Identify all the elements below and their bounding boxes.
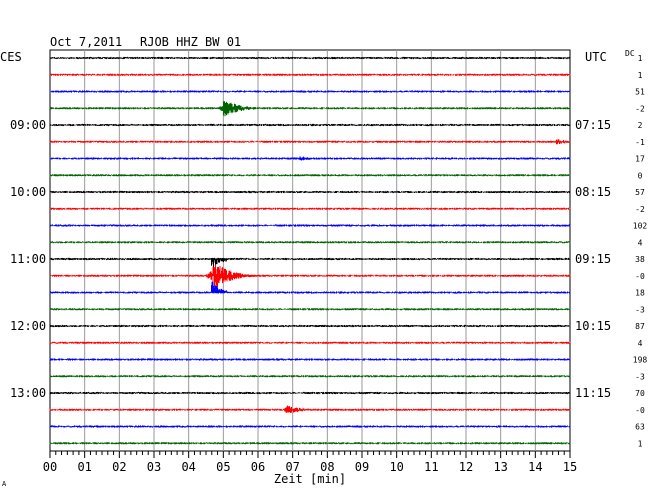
seismic-trace <box>49 174 571 177</box>
dc-offset-value: 2 <box>638 121 643 130</box>
seismic-trace <box>49 101 571 117</box>
x-tick-label: 09 <box>355 460 369 474</box>
seismic-trace <box>49 405 571 413</box>
left-time-label: 09:00 <box>10 118 46 132</box>
x-tick-label: 03 <box>147 460 161 474</box>
dc-offset-value: 0 <box>638 171 643 180</box>
x-tick-label: 05 <box>216 460 230 474</box>
dc-offset-value: -2 <box>635 205 645 214</box>
seismic-trace <box>49 257 571 268</box>
seismic-trace <box>49 375 571 378</box>
seismic-trace <box>49 442 571 445</box>
x-axis: 00 01 02 03 04 05 06 07 08 09 10 11 12 13 14 15 <box>43 451 577 474</box>
left-time-label: 13:00 <box>10 386 46 400</box>
x-tick-label: 12 <box>459 460 473 474</box>
dc-offset-value: 4 <box>638 339 643 348</box>
seismic-trace <box>49 264 571 289</box>
header-station: RJOB HHZ BW 01 <box>140 35 241 49</box>
dc-offset-value: 87 <box>635 322 645 331</box>
dc-offset-value: 38 <box>635 255 645 264</box>
dc-offset-value: 198 <box>633 356 648 365</box>
x-tick-label: 15 <box>563 460 577 474</box>
seismic-trace <box>49 308 571 311</box>
x-tick-label: 02 <box>112 460 126 474</box>
seismic-trace <box>49 241 571 244</box>
x-tick-label: 10 <box>389 460 403 474</box>
seismic-trace <box>49 207 571 210</box>
minute-grid <box>49 49 571 452</box>
dc-offset-value: 1 <box>638 439 643 448</box>
dc-offset-value: 51 <box>635 88 645 97</box>
seismic-trace <box>49 139 571 145</box>
seismic-trace <box>49 425 571 428</box>
dc-offset-value: 102 <box>633 222 648 231</box>
seismic-trace <box>49 190 571 194</box>
dc-offset-value: 1 <box>638 71 643 80</box>
right-time-labels: 07:15 08:15 09:15 10:15 11:15 <box>575 118 611 400</box>
right-time-label: 11:15 <box>575 386 611 400</box>
seismic-traces <box>49 56 571 445</box>
x-tick-label: 11 <box>424 460 438 474</box>
left-timezone-label: CES <box>0 50 22 64</box>
header-date: Oct 7,2011 <box>50 35 122 49</box>
seismic-trace <box>49 123 571 127</box>
x-tick-label: 14 <box>528 460 542 474</box>
right-time-label: 09:15 <box>575 252 611 266</box>
seismic-trace <box>49 358 571 361</box>
dc-offset-value: 70 <box>635 389 645 398</box>
x-tick-label: 13 <box>493 460 507 474</box>
dc-offset-value: -1 <box>635 138 645 147</box>
seismic-trace <box>49 324 571 328</box>
dc-offset-value: 57 <box>635 188 645 197</box>
left-time-labels: 09:00 10:00 11:00 12:00 13:00 <box>10 118 46 400</box>
x-tick-label: 04 <box>181 460 195 474</box>
right-time-label: 07:15 <box>575 118 611 132</box>
seismic-trace <box>49 73 571 76</box>
seismic-trace <box>49 391 571 395</box>
dc-offset-value: -0 <box>635 406 645 415</box>
seismic-trace <box>49 156 571 161</box>
x-tick-label: 07 <box>285 460 299 474</box>
dc-offset-column: 1 1 51 -2 2 -1 17 0 57 -2 102 4 38 -0 18 -3 87 4 198 -3 70 -0… <box>633 54 648 448</box>
seismic-trace <box>49 281 571 294</box>
left-time-label: 12:00 <box>10 319 46 333</box>
dc-offset-value: -3 <box>635 305 645 314</box>
dc-offset-value: 17 <box>635 155 645 164</box>
right-timezone-label: UTC <box>585 50 607 64</box>
dc-offset-value: -0 <box>635 272 645 281</box>
seismic-trace <box>49 56 571 60</box>
x-tick-label: 00 <box>43 460 57 474</box>
seismic-trace <box>49 90 571 93</box>
seismic-trace <box>49 341 571 344</box>
footnote-mark: A <box>2 480 7 488</box>
dc-offset-value: 1 <box>638 54 643 63</box>
dc-label: DC <box>625 49 635 58</box>
x-tick-label: 08 <box>320 460 334 474</box>
dc-offset-value: -2 <box>635 104 645 113</box>
x-tick-label: 01 <box>77 460 91 474</box>
dc-offset-value: 18 <box>635 289 645 298</box>
x-tick-label: 06 <box>251 460 265 474</box>
x-axis-label: Zeit [min] <box>274 472 346 486</box>
right-time-label: 08:15 <box>575 185 611 199</box>
left-time-label: 11:00 <box>10 252 46 266</box>
plot-frame <box>49 49 571 452</box>
dc-offset-value: -3 <box>635 372 645 381</box>
seismic-trace <box>49 224 571 227</box>
dc-offset-value: 63 <box>635 423 645 432</box>
right-time-label: 10:15 <box>575 319 611 333</box>
left-time-label: 10:00 <box>10 185 46 199</box>
dc-offset-value: 4 <box>638 238 643 247</box>
